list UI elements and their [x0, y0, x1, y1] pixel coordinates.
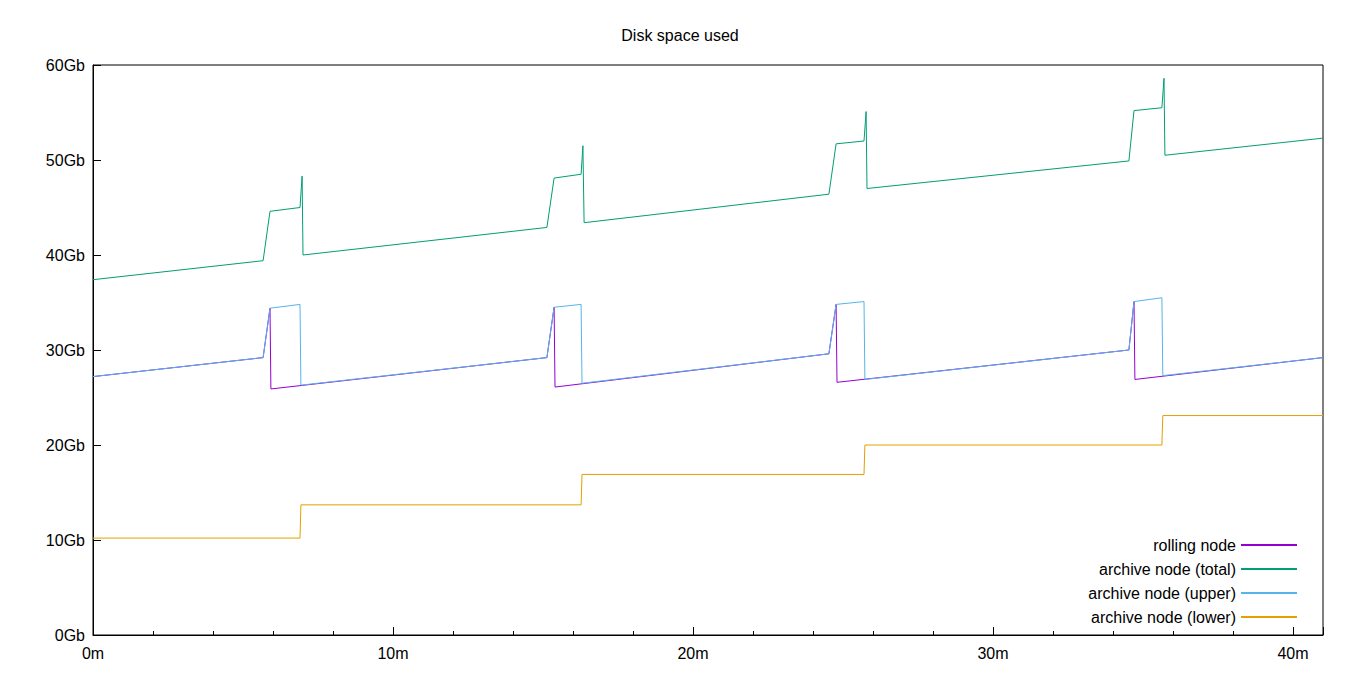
- svg-text:20Gb: 20Gb: [46, 437, 85, 454]
- svg-text:archive node (total): archive node (total): [1099, 561, 1236, 578]
- svg-text:archive node (lower): archive node (lower): [1091, 609, 1236, 626]
- svg-text:Disk space used: Disk space used: [621, 27, 738, 44]
- svg-text:30Gb: 30Gb: [46, 342, 85, 359]
- svg-text:rolling node: rolling node: [1153, 537, 1236, 554]
- svg-text:30m: 30m: [977, 645, 1008, 662]
- svg-text:60Gb: 60Gb: [46, 57, 85, 74]
- svg-text:40Gb: 40Gb: [46, 247, 85, 264]
- svg-text:50Gb: 50Gb: [46, 152, 85, 169]
- svg-text:0Gb: 0Gb: [55, 627, 85, 644]
- svg-text:archive node (upper): archive node (upper): [1088, 585, 1236, 602]
- svg-text:10m: 10m: [377, 645, 408, 662]
- svg-text:0m: 0m: [82, 645, 104, 662]
- svg-text:10Gb: 10Gb: [46, 532, 85, 549]
- svg-text:20m: 20m: [677, 645, 708, 662]
- svg-text:40m: 40m: [1277, 645, 1308, 662]
